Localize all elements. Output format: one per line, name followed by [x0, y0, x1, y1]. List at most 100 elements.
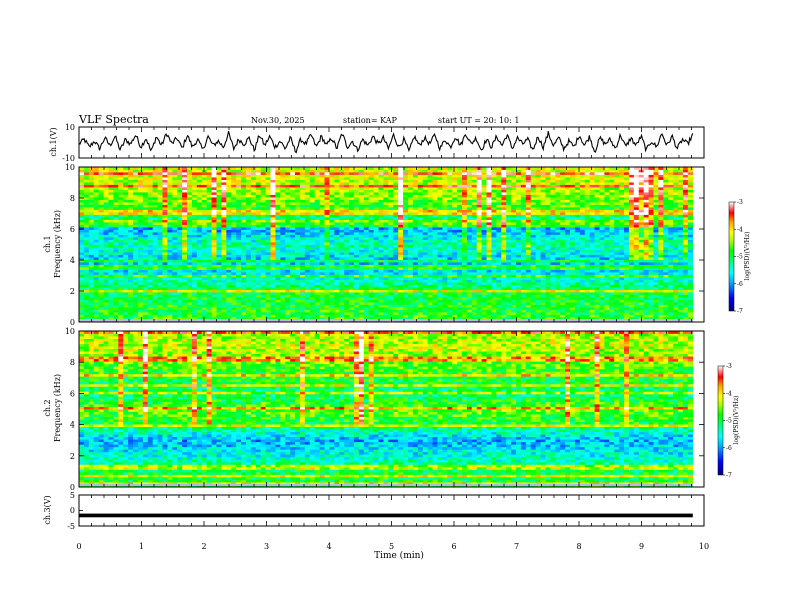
- spectrogram-cell: [152, 302, 158, 305]
- spectrogram-cell: [393, 224, 399, 228]
- spectrogram-cell: [265, 247, 271, 250]
- spectrogram-cell: [339, 294, 345, 298]
- spectrogram-cell: [471, 244, 478, 248]
- spectrogram-cell: [403, 244, 409, 248]
- spectrogram-cell: [334, 262, 340, 265]
- spectrogram-cell: [663, 297, 669, 300]
- spectrogram-cell: [432, 249, 438, 253]
- spectrogram-cell: [604, 289, 610, 293]
- spectrogram-cell: [427, 247, 433, 250]
- spectrogram-cell: [525, 299, 532, 303]
- spectrogram-cell: [388, 289, 394, 293]
- spectrogram-cell: [216, 242, 222, 245]
- spectrogram-cell: [226, 232, 232, 235]
- spectrogram-cell: [245, 269, 252, 273]
- spectrogram-cell: [339, 314, 345, 318]
- spectrogram-cell: [403, 237, 409, 240]
- spectrogram-cell: [432, 314, 438, 318]
- spectrogram-cell: [535, 289, 541, 293]
- spectrogram-cell: [599, 279, 605, 283]
- spectrogram-cell: [584, 249, 591, 253]
- spectrogram-cell: [363, 277, 370, 280]
- spectrogram-cell: [201, 314, 208, 318]
- spectrogram-cell: [417, 292, 424, 295]
- spectrogram-cell: [501, 299, 507, 303]
- spectrogram-cell: [309, 259, 316, 263]
- spectrogram-cell: [496, 304, 502, 308]
- spectrogram-cell: [98, 244, 104, 248]
- spectrogram-cell: [383, 312, 389, 315]
- spectrogram-cell: [236, 242, 242, 245]
- spectrogram-cell: [231, 282, 237, 285]
- spectrogram-cell: [123, 254, 129, 258]
- spectrogram-cell: [363, 297, 370, 300]
- spectrogram-cell: [177, 284, 183, 288]
- spectrogram-cell: [555, 269, 561, 273]
- spectrogram-cell: [687, 239, 694, 243]
- spectrogram-cell: [157, 269, 163, 273]
- spectrogram-cell: [437, 299, 443, 303]
- spectrogram-cell: [579, 252, 586, 255]
- spectrogram-cell: [668, 279, 674, 283]
- spectrogram-cell: [152, 304, 158, 308]
- spectrogram-cell: [83, 232, 90, 235]
- spectrogram-cell: [353, 257, 360, 260]
- spectrogram-cell: [427, 274, 433, 278]
- spectrogram-cell: [157, 254, 163, 258]
- spectrogram-cell: [88, 259, 95, 263]
- spectrogram-cell: [476, 247, 483, 250]
- spectrogram-cell: [609, 284, 615, 288]
- spectrogram-cell: [530, 289, 537, 293]
- spectrogram-cell: [383, 287, 389, 290]
- spectrogram-cell: [88, 304, 95, 308]
- spectrogram-cell: [285, 239, 291, 243]
- spectrogram-cell: [334, 287, 340, 290]
- spectrogram-cell: [417, 269, 424, 273]
- spectrogram-cell: [142, 274, 149, 278]
- spectrogram-cell: [373, 247, 379, 250]
- spectrogram-cell: [579, 239, 586, 243]
- spectrogram-cell: [260, 317, 266, 320]
- spectrogram-cell: [128, 259, 134, 263]
- spectrogram-cell: [417, 317, 424, 320]
- spectrogram-cell: [353, 274, 360, 278]
- spectrogram-cell: [614, 284, 620, 288]
- spectrogram-cell: [579, 229, 586, 233]
- spectrogram-cell: [511, 317, 517, 320]
- spectrogram-cell: [673, 272, 679, 275]
- spectrogram-cell: [226, 294, 232, 298]
- spectrogram-cell: [437, 289, 443, 293]
- spectrogram-cell: [344, 259, 350, 263]
- spectrogram-cell: [673, 282, 679, 285]
- spectrogram-cell: [378, 309, 384, 313]
- spectrogram-cell: [363, 279, 370, 283]
- spectrogram-cell: [383, 247, 389, 250]
- spectrogram-cell: [368, 274, 374, 278]
- spectrogram-cell: [172, 277, 178, 280]
- spectrogram-cell: [574, 262, 581, 265]
- spectrogram-cell: [162, 247, 168, 250]
- spectrogram-cell: [506, 289, 512, 293]
- spectrogram-cell: [172, 307, 178, 310]
- spectrogram-cell: [437, 284, 443, 288]
- spectrogram-cell: [309, 267, 316, 270]
- spectrogram-cell: [108, 302, 114, 305]
- spectrogram-cell: [624, 229, 630, 233]
- spectrogram-cell: [599, 284, 605, 288]
- spectrogram-cell: [540, 239, 546, 243]
- spectrogram-cell: [442, 239, 448, 243]
- spectrogram-cell: [206, 314, 212, 318]
- spectrogram-cell: [88, 222, 95, 225]
- spectrogram-cell: [609, 287, 615, 290]
- spectrogram-cell: [393, 277, 399, 280]
- spectrogram-cell: [417, 272, 424, 275]
- spectrogram-cell: [437, 294, 443, 298]
- spectrogram-cell: [255, 277, 262, 280]
- spectrogram-cell: [334, 279, 340, 283]
- spectrogram-cell: [491, 307, 497, 310]
- spectrogram-cell: [113, 309, 119, 313]
- spectrogram-cell: [398, 229, 404, 233]
- spectrogram-cell: [422, 237, 429, 240]
- spectrogram-cell: [501, 294, 507, 298]
- spectrogram-cell: [496, 249, 502, 253]
